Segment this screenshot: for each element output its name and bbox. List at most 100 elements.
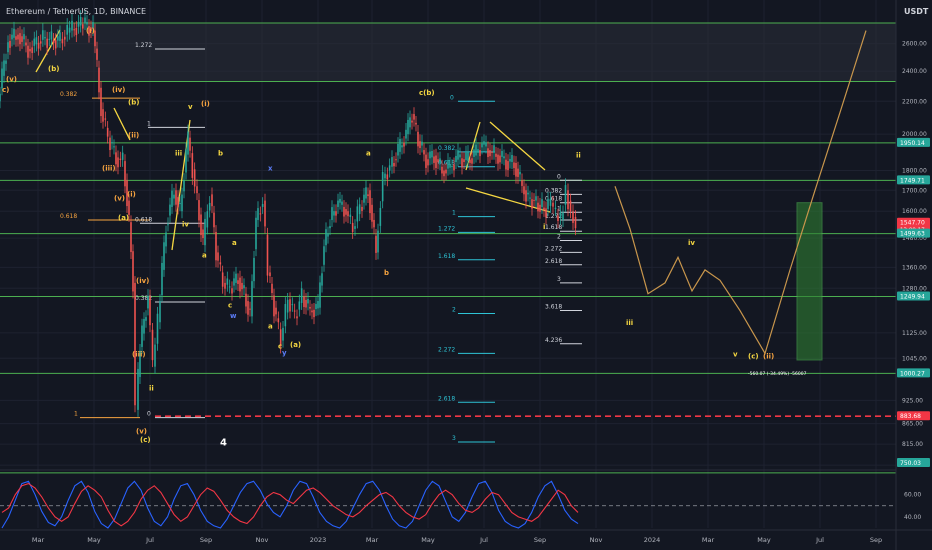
wave-label-10: (a) xyxy=(118,214,129,222)
fib-label-0: 1.272 xyxy=(135,42,152,49)
price-tag-bg-4 xyxy=(897,291,930,301)
candle-body xyxy=(495,153,497,157)
candle-body xyxy=(29,48,31,52)
candle-body xyxy=(413,114,415,120)
candle-body xyxy=(179,202,181,205)
x-tick-9: Sep xyxy=(534,536,546,544)
candle-body xyxy=(284,303,287,327)
candle-body xyxy=(228,286,231,288)
wave-label-25: x xyxy=(268,165,273,173)
candle-body xyxy=(347,211,349,217)
wave-label-16: v xyxy=(188,103,193,111)
y-tick-5: 1700.00 xyxy=(902,187,927,194)
candle-body xyxy=(226,278,229,285)
candle-body xyxy=(549,198,552,206)
candle-body xyxy=(523,186,525,195)
candle-body xyxy=(447,160,449,169)
candle-body xyxy=(42,30,44,40)
candle-body xyxy=(303,296,305,308)
fib-label-14: 2 xyxy=(452,306,456,313)
candle-body xyxy=(557,215,559,221)
candle-body xyxy=(405,129,407,139)
x-tick-0: Mar xyxy=(32,536,45,544)
candle-body xyxy=(237,280,239,284)
y-tick-6: 1600.00 xyxy=(902,208,927,215)
osc-tick-0: 60.00 xyxy=(904,492,921,499)
candle-body xyxy=(533,199,535,201)
wave-label-3: (i) xyxy=(86,27,95,35)
candle-body xyxy=(143,319,145,334)
candle-body xyxy=(487,148,489,158)
candle-body xyxy=(243,285,245,289)
candle-body xyxy=(467,151,469,162)
wave-label-29: y xyxy=(282,349,287,357)
price-tag-bg-7 xyxy=(897,458,930,467)
fib-label-12: 1.272 xyxy=(438,225,455,232)
wave-label-35: iv xyxy=(688,239,695,247)
target-label: -560.07 (-34.49%) -56007 xyxy=(748,371,807,377)
candle-body xyxy=(443,170,445,177)
candle-body xyxy=(15,36,17,40)
price-tag-bg-1 xyxy=(897,175,930,185)
candle-body xyxy=(115,152,117,165)
candle-body xyxy=(86,21,88,25)
wave-label-2: (b) xyxy=(48,65,59,73)
candle-body xyxy=(543,207,545,210)
candle-body xyxy=(189,137,191,151)
candle-body xyxy=(296,316,298,319)
candle-body xyxy=(337,200,339,207)
x-tick-7: May xyxy=(421,536,435,544)
candle-body xyxy=(475,144,477,156)
candle-body xyxy=(471,158,473,164)
candle-body xyxy=(384,173,386,179)
currency-label[interactable]: USDT xyxy=(904,7,929,16)
candle-body xyxy=(307,298,309,304)
candle-body xyxy=(151,329,154,361)
candle-body xyxy=(363,194,365,203)
candle-body xyxy=(98,67,100,93)
candle-body xyxy=(515,162,517,177)
x-tick-3: Sep xyxy=(200,536,212,544)
candle-body xyxy=(198,200,200,221)
candle-body xyxy=(531,199,533,209)
candle-body xyxy=(335,211,337,216)
candle-body xyxy=(393,162,395,167)
candle-body xyxy=(311,310,313,313)
y-tick-1: 2400.00 xyxy=(902,68,927,75)
candle-body xyxy=(3,60,5,76)
rsi-line xyxy=(1,482,579,527)
candle-body xyxy=(13,28,15,38)
candle-body xyxy=(572,211,574,223)
candle-body xyxy=(545,208,547,218)
symbol-title: Ethereum / TetherUS, 1D, BINANCE xyxy=(6,7,146,16)
candle-body xyxy=(289,299,291,312)
candle-body xyxy=(525,190,527,202)
wave-label-26: a xyxy=(268,322,273,330)
candle-body xyxy=(181,194,183,212)
fib-label-25: 2.272 xyxy=(545,245,562,252)
wave-label-19: b xyxy=(218,150,223,158)
candle-body xyxy=(483,141,485,145)
wave-label-36: iii xyxy=(626,319,633,327)
price-tag-bg-3 xyxy=(897,228,930,238)
candle-body xyxy=(96,48,98,60)
candle-body xyxy=(375,235,377,253)
fib-label-1: 0.382 xyxy=(60,91,77,98)
candle-body xyxy=(59,32,61,41)
candle-body xyxy=(356,206,359,222)
candle-body xyxy=(399,138,401,152)
candle-body xyxy=(231,288,233,294)
y-tick-12: 925.00 xyxy=(902,397,923,404)
candle-body xyxy=(46,38,48,48)
wave-label-40: 4 xyxy=(220,437,227,448)
wave-label-6: (ii) xyxy=(128,132,139,140)
candle-body xyxy=(321,273,323,286)
wave-label-11: (iv) xyxy=(136,277,149,285)
candle-body xyxy=(269,272,271,277)
candle-body xyxy=(64,36,66,40)
candle-body xyxy=(251,281,253,317)
candle-body xyxy=(185,149,187,173)
candle-body xyxy=(126,180,128,207)
candle-body xyxy=(323,246,325,265)
